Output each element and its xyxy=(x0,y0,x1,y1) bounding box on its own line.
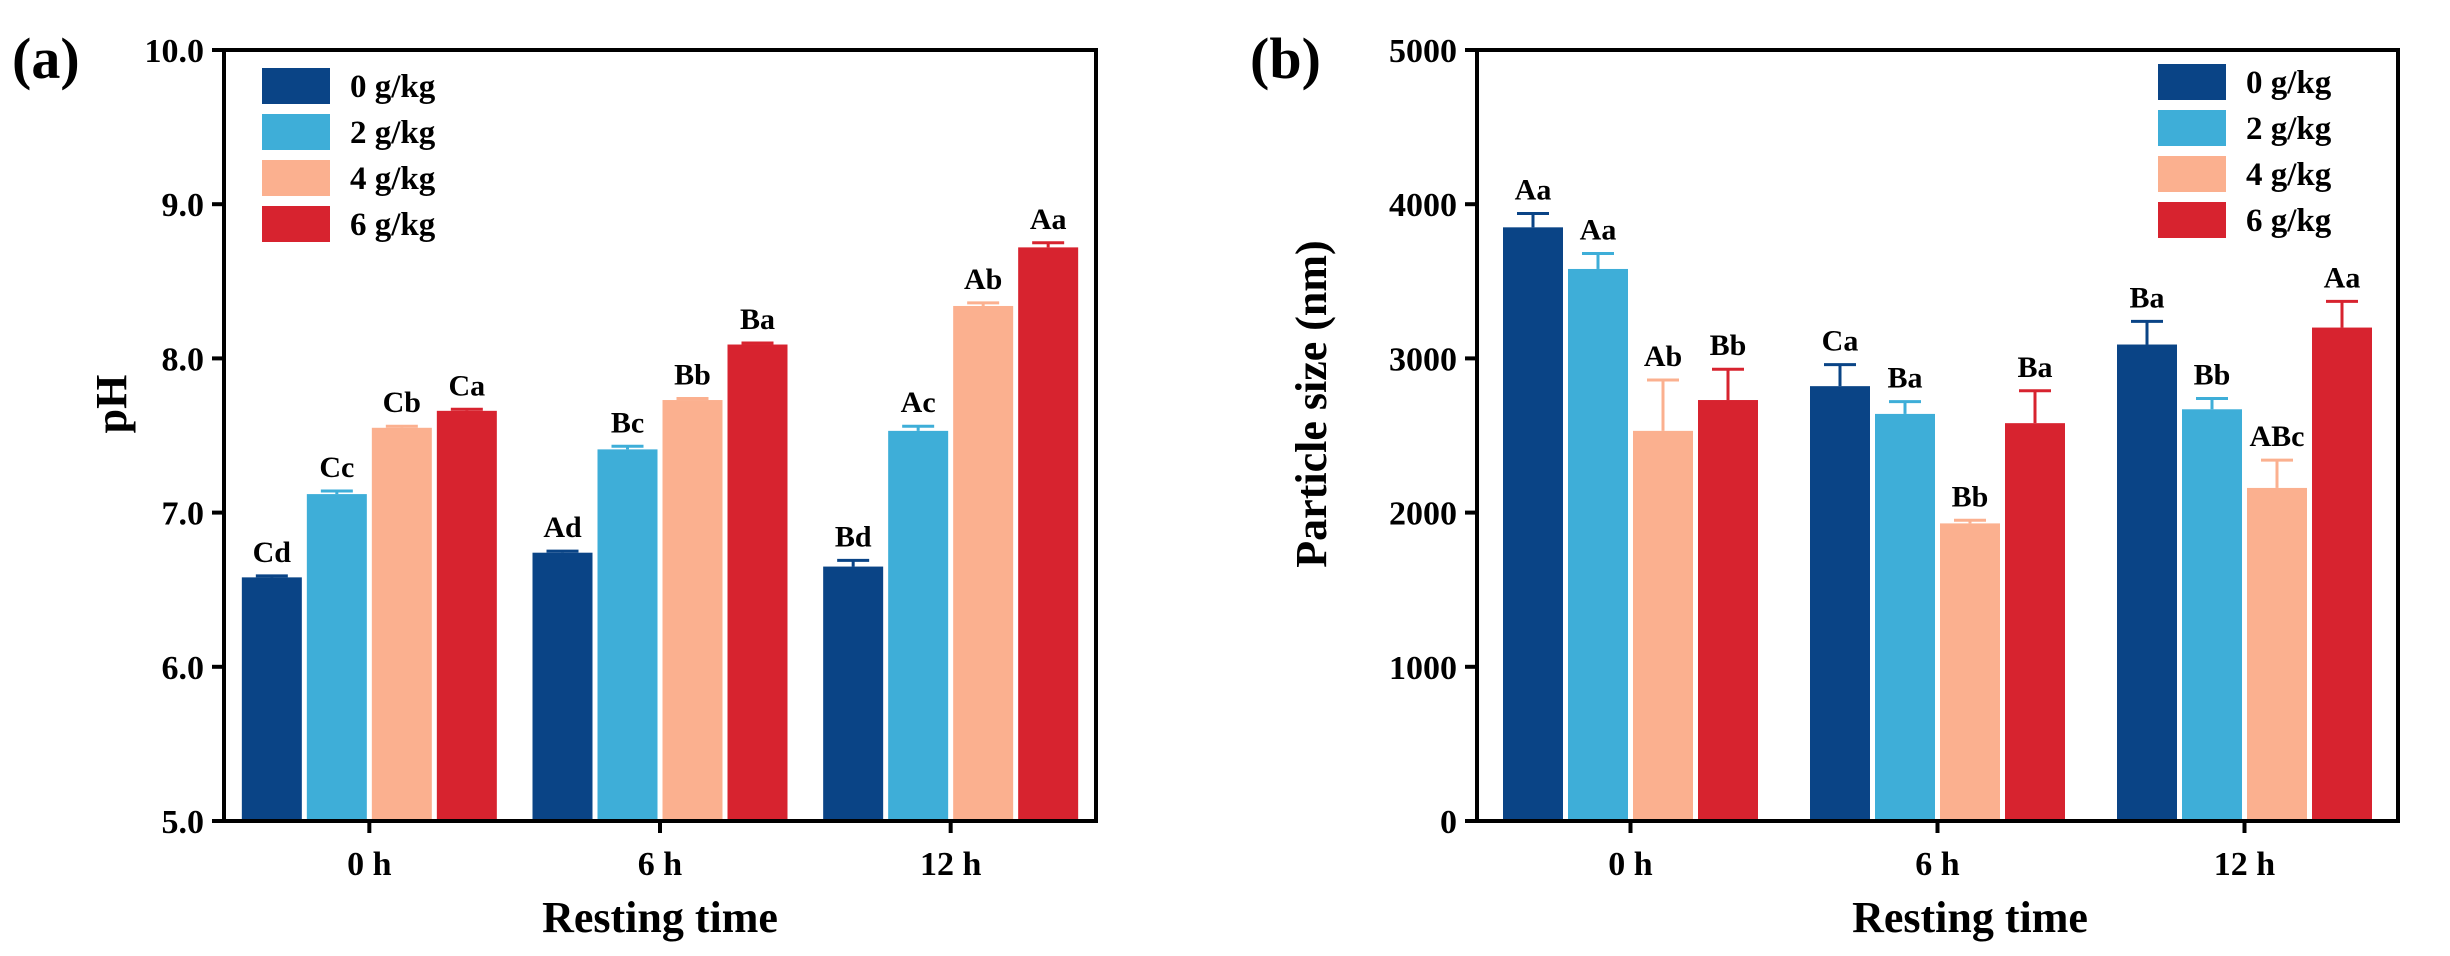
bar xyxy=(2182,409,2242,821)
significance-label: Cc xyxy=(319,451,354,484)
y-tick-label: 9.0 xyxy=(162,187,205,224)
legend-swatch xyxy=(262,160,330,196)
bar xyxy=(888,430,949,821)
significance-label: Aa xyxy=(1030,203,1067,236)
significance-label: Ba xyxy=(1887,362,1922,395)
significance-label: Ca xyxy=(448,369,485,402)
y-tick-label: 10.0 xyxy=(145,33,205,70)
x-tick-label: 0 h xyxy=(1608,846,1653,883)
plot-frame xyxy=(222,48,1098,823)
significance-label: Ca xyxy=(1822,325,1859,358)
legend-swatch xyxy=(2158,110,2226,146)
legend-entry: 6 g/kg xyxy=(2246,203,2332,239)
legend-swatch xyxy=(262,68,330,104)
y-tick-label: 0 xyxy=(1440,804,1457,841)
bar xyxy=(2312,327,2372,821)
significance-label: Bb xyxy=(1952,480,1989,513)
legend-swatch xyxy=(2158,156,2226,192)
significance-label: Bd xyxy=(835,520,872,553)
significance-label: Ba xyxy=(2017,351,2052,384)
y-tick-label: 8.0 xyxy=(162,341,205,378)
significance-label: Ab xyxy=(964,263,1002,296)
plot-frame xyxy=(1475,48,2400,823)
significance-label: Cd xyxy=(253,536,292,569)
bar xyxy=(597,449,658,821)
panel-a-x-axis-title: Resting time xyxy=(542,893,778,942)
bar xyxy=(662,400,723,821)
significance-label: Bb xyxy=(1710,329,1747,362)
significance-label: Ba xyxy=(740,303,775,336)
bar xyxy=(436,410,497,821)
x-tick-label: 6 h xyxy=(1915,846,1960,883)
y-tick-label: 5.0 xyxy=(162,804,205,841)
significance-label: Aa xyxy=(1580,214,1617,247)
bar xyxy=(1018,247,1079,822)
panel-b-chart: (b) Resting time Particle size (nm) 0 100… xyxy=(1250,26,2400,942)
legend-entry: 2 g/kg xyxy=(2246,111,2332,147)
y-tick-label: 1000 xyxy=(1389,650,1457,687)
significance-label: Aa xyxy=(2324,261,2361,294)
x-tick-label: 12 h xyxy=(920,846,982,883)
legend-swatch xyxy=(2158,202,2226,238)
x-tick-label: 6 h xyxy=(638,846,683,883)
legend-entry: 0 g/kg xyxy=(2246,65,2332,101)
bar xyxy=(953,305,1014,821)
bar xyxy=(2117,344,2177,821)
bar xyxy=(1810,386,1870,821)
bar xyxy=(371,427,432,821)
panel-b-label: (b) xyxy=(1250,26,1321,91)
x-tick-label: 0 h xyxy=(347,846,392,883)
bar xyxy=(241,577,302,821)
significance-label: Aa xyxy=(1515,173,1552,206)
bar xyxy=(1875,413,1935,821)
panel-a-y-axis-title: pH xyxy=(87,375,136,434)
y-tick-label: 4000 xyxy=(1389,187,1457,224)
significance-label: Cb xyxy=(383,386,421,419)
legend-entry: 0 g/kg xyxy=(350,69,436,105)
bar xyxy=(2005,423,2065,821)
panel-a-chart: (a) Resting time pH 5.0 6.0 7.0 8.0 9.0 10.0 0… xyxy=(12,26,1098,942)
bar xyxy=(1698,400,1758,821)
panel-b-x-axis-title: Resting time xyxy=(1852,893,2088,942)
x-tick-label: 12 h xyxy=(2214,846,2276,883)
legend-swatch xyxy=(262,206,330,242)
significance-label: Bb xyxy=(674,358,711,391)
y-tick-label: 5000 xyxy=(1389,33,1457,70)
legend-swatch xyxy=(262,114,330,150)
panel-b-y-axis-title: Particle size (nm) xyxy=(1287,240,1336,567)
y-tick-label: 2000 xyxy=(1389,496,1457,533)
legend-entry: 2 g/kg xyxy=(350,115,436,151)
significance-label: Ba xyxy=(2129,281,2164,314)
legend-swatch xyxy=(2158,64,2226,100)
bar xyxy=(1633,430,1693,821)
bar xyxy=(1940,523,2000,821)
significance-label: Ad xyxy=(543,511,582,544)
significance-label: ABc xyxy=(2250,420,2305,453)
bar xyxy=(1503,227,1563,821)
y-tick-label: 6.0 xyxy=(162,650,205,687)
significance-label: Ab xyxy=(1644,340,1682,373)
y-tick-label: 3000 xyxy=(1389,341,1457,378)
legend-entry: 4 g/kg xyxy=(350,161,436,197)
bar xyxy=(1568,268,1628,821)
significance-label: Ac xyxy=(901,386,936,419)
panel-a-label: (a) xyxy=(12,26,80,91)
y-tick-label: 7.0 xyxy=(162,496,205,533)
significance-label: Bc xyxy=(611,406,644,439)
bar xyxy=(727,344,788,821)
bar xyxy=(823,566,884,821)
legend-entry: 6 g/kg xyxy=(350,207,436,243)
legend-entry: 4 g/kg xyxy=(2246,157,2332,193)
bar xyxy=(532,552,593,821)
bar xyxy=(306,494,367,821)
significance-label: Bb xyxy=(2194,358,2231,391)
bar xyxy=(2247,487,2307,821)
